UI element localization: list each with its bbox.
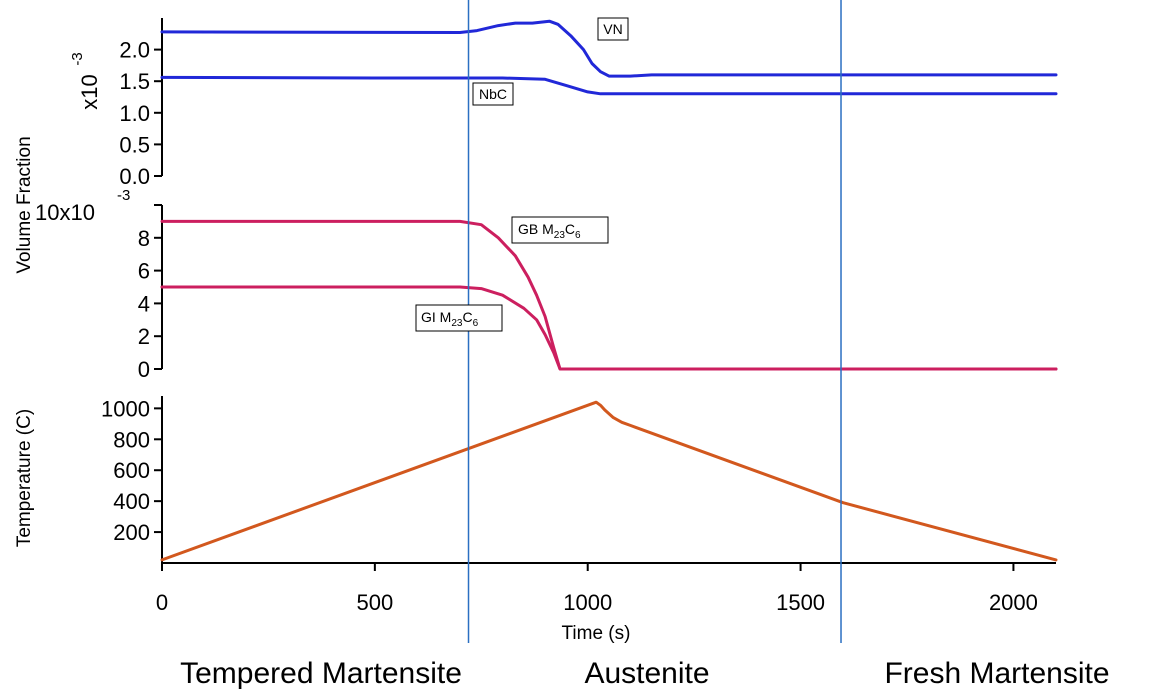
y-tick-label: 0.0 [119, 164, 150, 189]
series-line-gi-m23c6 [160, 285, 1058, 371]
annotation-vn: VN [597, 17, 629, 41]
y-tick-label: 6 [138, 259, 150, 284]
series-line-temperature [160, 400, 1058, 562]
x-tick-label: 2000 [989, 590, 1038, 615]
x-tick-label: 1500 [776, 590, 825, 615]
y-axis-label-temperature: Temperature (C) [14, 409, 35, 547]
x-tick-label: 0 [156, 590, 168, 615]
y-tick-label: 0 [138, 357, 150, 382]
annotation-gi-m23c6: GI M23C6 [415, 304, 503, 332]
y-tick-label: 2 [138, 324, 150, 349]
series-line-vn [160, 19, 1058, 78]
y-tick-label: 1.0 [119, 101, 150, 126]
y-scale-exponent-top: -3 [69, 52, 86, 65]
series-line-gb-m23c6 [160, 219, 1058, 371]
y-tick-label: 1000 [101, 396, 150, 421]
svg-text:VN: VN [603, 21, 622, 37]
x-tick-label: 500 [356, 590, 393, 615]
y-tick-label: 400 [113, 489, 150, 514]
y-tick-label: 800 [113, 427, 150, 452]
y-tick-label: 2.0 [119, 38, 150, 63]
x-tick-label: 1000 [563, 590, 612, 615]
phase-label-fresh-martensite: Fresh Martensite [884, 657, 1109, 690]
phase-boundary-lines [467, 0, 842, 643]
y-scale-label-middle: 10x10 [35, 200, 95, 225]
series-line-nbc [160, 75, 1058, 96]
panel-vn-nbc: 0.0 0.5 1.0 1.5 2.0 [119, 18, 1058, 189]
y-tick-label: 4 [138, 291, 150, 316]
annotation-nbc: NbC [472, 82, 514, 106]
y-tick-label: 200 [113, 520, 150, 545]
y-scale-exponent-middle: -3 [117, 187, 130, 204]
svg-text:NbC: NbC [479, 86, 507, 102]
svg-text:GB M23C6: GB M23C6 [518, 221, 581, 241]
y-tick-label: 1.5 [119, 69, 150, 94]
y-tick-label: 600 [113, 458, 150, 483]
annotation-gb-m23c6: GB M23C6 [511, 216, 609, 244]
y-tick-label: 0.5 [119, 132, 150, 157]
y-axis-label-volume-fraction: Volume Fraction [14, 136, 35, 273]
y-scale-label-top: x10 [77, 74, 102, 109]
svg-text:GI M23C6: GI M23C6 [421, 309, 479, 329]
phase-label-tempered-martensite: Tempered Martensite [180, 657, 462, 690]
y-tick-label: 8 [138, 226, 150, 251]
panel-temperature: 200 400 600 800 1000 0 500 1000 1500 2000 [101, 396, 1058, 615]
phase-label-austenite: Austenite [584, 657, 709, 690]
panel-m23c6: 0 2 4 6 8 [138, 204, 1058, 382]
x-axis-label: Time (s) [562, 623, 631, 644]
